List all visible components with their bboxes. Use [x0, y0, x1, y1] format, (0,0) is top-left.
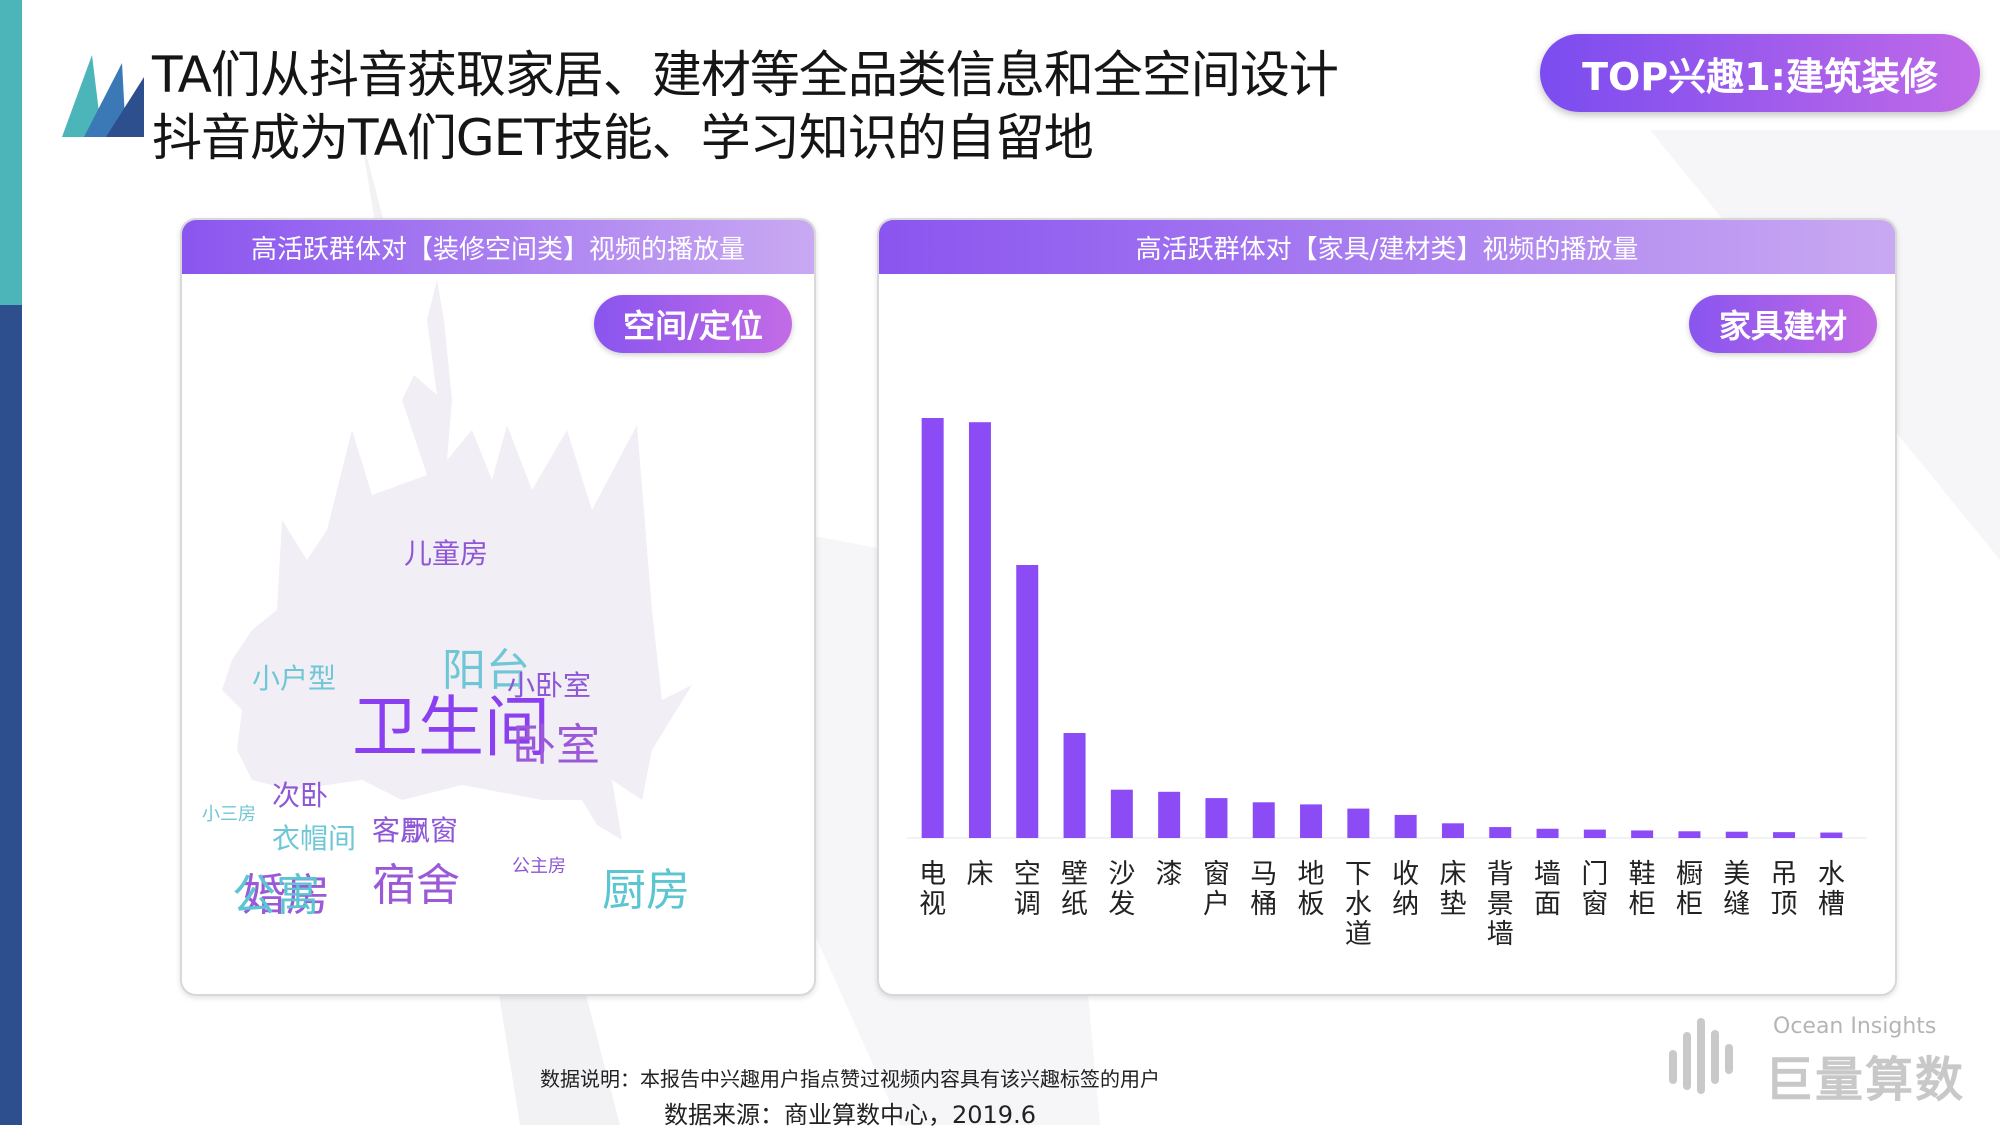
cloud-word: 阳台	[442, 645, 530, 696]
x-tick-label-橱柜: 橱	[1676, 859, 1703, 890]
page-title: TA们从抖音获取家居、建材等全品类信息和全空间设计 抖音成为TA们GET技能、学…	[152, 44, 1339, 170]
x-tick-label-壁纸: 壁	[1061, 859, 1088, 890]
bar-床垫	[1441, 823, 1464, 838]
x-tick-label-床: 床	[966, 859, 993, 890]
furniture-material-badge: 家具建材	[1689, 295, 1877, 353]
brand-chinese: 巨量算数	[1765, 1052, 1966, 1108]
x-tick-label-水槽: 水	[1818, 859, 1845, 890]
x-tick-label-吊顶: 顶	[1771, 889, 1798, 920]
cloud-word: 小户型	[252, 662, 336, 695]
data-note: 数据说明：本报告中兴趣用户指点赞过视频内容具有该兴趣标签的用户	[540, 1067, 1160, 1091]
furniture-bar-chart-panel: 高活跃群体对【家具/建材类】视频的播放量 家具建材 电视床空调壁纸沙发漆窗户马桶…	[877, 218, 1897, 996]
x-tick-label-背景墙: 景	[1487, 889, 1514, 920]
space-wordcloud-panel: 高活跃群体对【装修空间类】视频的播放量 空间/定位 卫生间 宿舍 厨房 阳台 卧室 婚房公…	[180, 218, 816, 996]
cloud-word: 婚房	[242, 870, 330, 921]
cloud-word: 小三房	[202, 804, 256, 825]
x-tick-label-收纳: 纳	[1392, 889, 1419, 920]
bar-漆	[1158, 791, 1181, 838]
x-tick-label-电视: 电	[919, 859, 946, 890]
title-line-2: 抖音成为TA们GET技能、学习知识的自留地	[152, 109, 1094, 167]
x-tick-label-空调: 空	[1014, 859, 1041, 890]
x-tick-label-窗户: 户	[1203, 889, 1230, 920]
title-line-1: TA们从抖音获取家居、建材等全品类信息和全空间设计	[152, 46, 1339, 104]
x-tick-label-鞋柜: 柜	[1629, 889, 1656, 920]
bar-门窗	[1583, 829, 1606, 838]
bar-窗户	[1205, 798, 1228, 838]
x-tick-label-门窗: 门	[1581, 859, 1608, 890]
x-tick-label-床垫: 床	[1439, 859, 1466, 890]
x-tick-label-漆: 漆	[1156, 859, 1183, 890]
bar-吊顶	[1773, 832, 1796, 838]
side-accent-bar-bottom	[0, 305, 22, 1125]
cloud-word: 飘窗	[402, 814, 458, 847]
bar-背景墙	[1489, 827, 1512, 838]
bar-床	[968, 422, 991, 838]
cloud-word: 厨房	[602, 865, 690, 916]
x-tick-label-收纳: 收	[1392, 859, 1419, 890]
x-tick-label-窗户: 窗	[1203, 859, 1230, 890]
x-tick-label-美缝: 缝	[1723, 889, 1750, 920]
cloud-word: 卧室	[512, 720, 600, 771]
right-panel-title: 高活跃群体对【家具/建材类】视频的播放量	[879, 220, 1895, 274]
x-tick-label-墙面: 面	[1534, 889, 1561, 920]
cloud-word: 宿舍	[372, 860, 460, 911]
x-tick-label-墙面: 墙	[1534, 859, 1561, 890]
bar-收纳	[1394, 814, 1417, 838]
brand-english: Ocean Insights	[1773, 1014, 1937, 1039]
x-tick-label-背景墙: 背	[1487, 859, 1514, 890]
x-tick-label-地板: 板	[1298, 889, 1325, 920]
x-tick-label-壁纸: 纸	[1061, 889, 1088, 920]
x-tick-label-门窗: 窗	[1581, 889, 1608, 920]
x-tick-label-下水道: 水	[1345, 889, 1372, 920]
x-tick-label-水槽: 槽	[1818, 889, 1845, 920]
x-tick-label-空调: 调	[1014, 889, 1041, 920]
space-location-badge: 空间/定位	[594, 295, 792, 353]
bar-沙发	[1110, 789, 1133, 838]
bar-地板	[1300, 804, 1323, 838]
left-panel-title: 高活跃群体对【装修空间类】视频的播放量	[182, 220, 814, 274]
x-tick-label-鞋柜: 鞋	[1629, 859, 1656, 890]
bar-鞋柜	[1631, 830, 1654, 838]
bar-橱柜	[1678, 831, 1701, 838]
x-tick-label-沙发: 发	[1108, 889, 1135, 920]
cloud-word: 卫生间	[352, 689, 550, 766]
cloud-word: 公寓	[232, 870, 320, 921]
data-source: 数据来源：商业算数中心，2019.6	[664, 1101, 1036, 1129]
x-tick-label-电视: 视	[919, 889, 946, 920]
cloud-word: 公主房	[512, 856, 566, 877]
bar-下水道	[1347, 808, 1370, 838]
bar-电视	[921, 418, 944, 838]
cloud-word: 儿童房	[404, 537, 488, 570]
top-interest-badge: TOP兴趣1:建筑装修	[1540, 34, 1980, 112]
ocean-insights-watermark: Ocean Insights 巨量算数	[1665, 1010, 1975, 1110]
ocean-insights-logo-icon	[1669, 1018, 1733, 1094]
bar-墙面	[1536, 828, 1559, 838]
x-tick-label-橱柜: 柜	[1676, 889, 1703, 920]
x-tick-label-马桶: 桶	[1250, 889, 1277, 920]
bar-美缝	[1725, 831, 1748, 838]
x-tick-label-美缝: 美	[1723, 859, 1750, 890]
x-tick-label-马桶: 马	[1250, 859, 1277, 890]
side-accent-bar-top	[0, 0, 22, 305]
x-tick-label-背景墙: 墙	[1487, 919, 1514, 950]
x-tick-label-地板: 地	[1298, 859, 1325, 890]
bar-马桶	[1252, 802, 1275, 838]
x-tick-label-床垫: 垫	[1439, 889, 1466, 920]
cloud-word: 衣帽间	[272, 822, 356, 855]
bar-壁纸	[1063, 733, 1086, 838]
bar-水槽	[1820, 832, 1843, 838]
x-tick-label-下水道: 下	[1345, 859, 1372, 890]
bar-空调	[1016, 565, 1039, 838]
cloud-word: 小卧室	[507, 669, 591, 702]
x-tick-label-沙发: 沙	[1108, 859, 1135, 890]
x-tick-label-下水道: 道	[1345, 919, 1372, 950]
x-tick-label-吊顶: 吊	[1771, 859, 1798, 890]
cloud-word: 次卧	[272, 779, 328, 812]
cloud-word: 客厅	[372, 814, 428, 847]
brand-logo-icon	[62, 55, 144, 137]
